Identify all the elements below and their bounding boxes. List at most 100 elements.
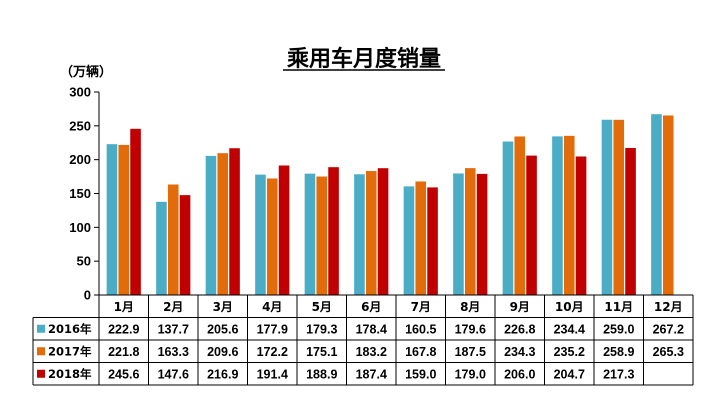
data-table: 1月 2月 3月 4月 5月 6月 7月 8月 9月 10月 11月 12月 2016年 222.9 137… — [32, 294, 694, 386]
data-label: 178.4 — [356, 322, 387, 336]
bar-2018年-2月 — [179, 195, 191, 295]
data-label: 137.7 — [158, 322, 189, 336]
legend-swatch — [37, 347, 45, 356]
data-label: 209.6 — [207, 345, 238, 359]
data-label: 175.1 — [306, 345, 337, 359]
data-label: 179.3 — [306, 322, 337, 336]
y-tick-label: 100 — [69, 220, 91, 235]
data-label: 188.9 — [306, 367, 337, 381]
data-label: 172.2 — [257, 345, 288, 359]
data-label: 160.5 — [405, 322, 436, 336]
data-label: 221.8 — [108, 345, 139, 359]
bar-2018年-8月 — [476, 173, 488, 295]
x-tick-label: 12月 — [654, 300, 683, 314]
data-label: 179.0 — [455, 367, 486, 381]
bar-2016年-5月 — [304, 173, 316, 295]
x-tick-label: 1月 — [114, 300, 134, 314]
data-label: 187.4 — [356, 367, 387, 381]
bar-2016年-1月 — [106, 144, 118, 295]
y-tick-label: 200 — [69, 152, 91, 167]
legend-swatch — [37, 324, 45, 333]
data-label: 205.6 — [207, 322, 238, 336]
bar-2018年-4月 — [278, 165, 290, 295]
data-label: 259.0 — [603, 322, 634, 336]
bar-2017年-10月 — [563, 135, 575, 295]
bar-2018年-10月 — [575, 156, 587, 295]
legend-swatch — [37, 369, 45, 378]
data-label: 159.0 — [405, 367, 436, 381]
data-label: 216.9 — [207, 367, 238, 381]
bar-2017年-2月 — [167, 184, 179, 295]
bar-2016年-12月 — [651, 114, 662, 295]
bar-2017年-3月 — [217, 153, 229, 295]
y-tick-label: 300 — [69, 85, 91, 100]
data-label: 222.9 — [108, 322, 139, 336]
bar-2017年-7月 — [415, 181, 427, 295]
y-tick-label: 250 — [69, 118, 91, 133]
data-label: 226.8 — [504, 322, 535, 336]
bar-2018年-7月 — [427, 187, 438, 295]
data-label: 234.3 — [504, 345, 535, 359]
data-label: 163.3 — [158, 345, 189, 359]
x-tick-label: 11月 — [604, 300, 633, 314]
legend-entry: 2017年 — [48, 345, 92, 359]
bars-group — [106, 114, 674, 296]
bar-2016年-3月 — [205, 155, 217, 295]
x-tick-label: 8月 — [460, 300, 480, 314]
legend-entry: 2018年 — [48, 367, 92, 381]
y-axis-unit-label: （万辆） — [60, 64, 112, 80]
data-label: 167.8 — [405, 345, 436, 359]
bar-2016年-2月 — [156, 201, 167, 295]
x-tick-label: 4月 — [262, 300, 282, 314]
x-tick-label: 6月 — [361, 300, 381, 314]
data-label: 183.2 — [356, 345, 387, 359]
bar-2016年-11月 — [601, 119, 613, 296]
bar-2016年-4月 — [255, 174, 266, 295]
data-label: 187.5 — [455, 345, 486, 359]
x-tick-label: 5月 — [312, 300, 332, 314]
bar-2017年-9月 — [514, 136, 526, 295]
y-tick-label: 0 — [84, 288, 91, 303]
data-label: 267.2 — [653, 322, 684, 336]
bar-2016年-9月 — [502, 141, 514, 295]
data-label: 191.4 — [257, 367, 288, 381]
x-tick-label: 9月 — [510, 300, 530, 314]
bar-2018年-1月 — [130, 128, 141, 295]
bar-2018年-11月 — [625, 147, 636, 295]
y-tick-label: 150 — [69, 186, 91, 201]
data-label: 206.0 — [504, 367, 535, 381]
data-label: 265.3 — [653, 345, 684, 359]
bar-2017年-12月 — [662, 115, 674, 295]
bar-2017年-5月 — [316, 176, 328, 295]
bar-2016年-8月 — [453, 173, 464, 295]
chart-title: 乘用车月度销量 — [286, 46, 441, 72]
data-label: 258.9 — [603, 345, 634, 359]
x-tick-label: 10月 — [555, 300, 584, 314]
data-label: 235.2 — [554, 345, 585, 359]
y-axis: 0 50 100 150 200 250 300 — [69, 85, 100, 303]
data-label: 177.9 — [257, 322, 288, 336]
y-tick-label: 50 — [77, 254, 91, 269]
bar-2016年-7月 — [403, 186, 415, 295]
data-label: 204.7 — [554, 367, 585, 381]
bar-2016年-6月 — [354, 174, 365, 295]
bar-2017年-11月 — [613, 119, 625, 295]
data-label: 245.6 — [108, 367, 139, 381]
bar-2017年-4月 — [266, 178, 278, 295]
bar-2018年-9月 — [526, 155, 537, 295]
bar-2018年-3月 — [229, 148, 240, 295]
x-tick-label: 3月 — [213, 300, 233, 314]
bar-2017年-6月 — [365, 171, 377, 295]
bar-2018年-5月 — [328, 167, 339, 295]
bar-2017年-1月 — [118, 144, 130, 295]
data-label: 234.4 — [554, 322, 585, 336]
bar-2017年-8月 — [464, 168, 476, 296]
data-label: 147.6 — [158, 367, 189, 381]
bar-2016年-10月 — [552, 136, 563, 295]
bar-2018年-6月 — [377, 168, 389, 295]
x-tick-label: 2月 — [163, 300, 183, 314]
legend-entry: 2016年 — [48, 322, 92, 336]
data-label: 179.6 — [455, 322, 486, 336]
